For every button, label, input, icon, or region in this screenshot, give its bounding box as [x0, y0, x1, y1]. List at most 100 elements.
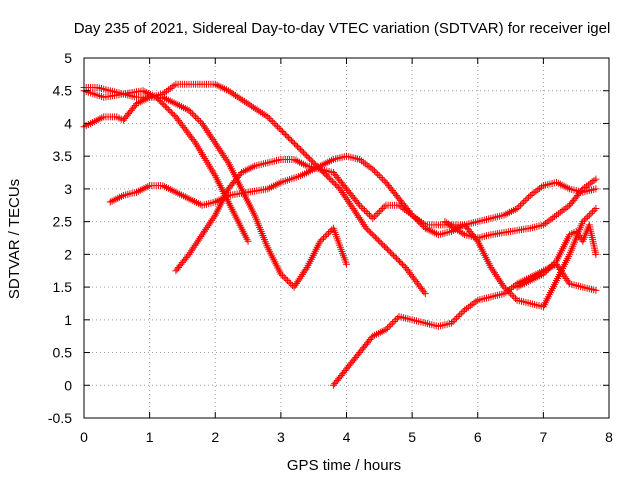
data-point: [185, 106, 204, 126]
data-point: [408, 211, 428, 230]
y-tick-label: 2: [64, 246, 72, 262]
data-point: [224, 170, 244, 193]
data-point: [264, 156, 283, 167]
chart-title: Day 235 of 2021, Sidereal Day-to-day VTE…: [74, 20, 611, 37]
data-point: [349, 205, 369, 230]
series-track-7: [441, 175, 600, 242]
data-point: [198, 213, 218, 239]
data-point: [566, 187, 585, 209]
y-tick-label: 1: [64, 312, 72, 328]
data-point: [500, 281, 519, 298]
data-point: [461, 298, 480, 314]
data-point: [382, 178, 402, 201]
data-point: [211, 139, 231, 165]
data-point: [277, 173, 302, 186]
data-point: [251, 211, 271, 250]
data-point: [343, 260, 350, 268]
axis-ticks: 0 1 2 3 4 5 6 7 8 -0.5 0 0.5 1 1.5 2 2.5 3 3.5 4 4.5 5: [48, 50, 613, 445]
data-point: [244, 237, 252, 245]
data-point: [526, 183, 545, 199]
data-point: [553, 178, 572, 192]
data-point: [192, 139, 218, 178]
data-point: [500, 206, 519, 219]
data-point: [592, 286, 600, 294]
data-point: [539, 213, 559, 229]
data-point: [539, 179, 558, 190]
data-point: [133, 94, 152, 108]
data-point: [513, 278, 532, 291]
series-track-4: [106, 152, 600, 229]
data-point: [172, 252, 192, 275]
data-point: [290, 156, 309, 169]
data-point: [113, 113, 125, 123]
data-point: [172, 113, 198, 145]
data-point: [369, 203, 388, 222]
data-point: [329, 169, 349, 191]
x-tick-label: 8: [605, 429, 613, 445]
data-point: [474, 231, 493, 242]
data-point: [362, 224, 388, 250]
y-tick-label: 4.5: [53, 83, 73, 99]
y-tick-label: 4: [64, 115, 72, 131]
data-point: [526, 271, 545, 284]
data-point: [592, 250, 600, 258]
data-point: [185, 233, 205, 258]
data-point: [579, 206, 598, 226]
data-point: [290, 265, 310, 291]
data-point: [185, 195, 204, 208]
data-point: [382, 314, 401, 334]
data-point: [172, 188, 191, 202]
data-point: [264, 244, 284, 276]
data-point: [277, 126, 303, 152]
data-point: [93, 84, 112, 94]
data-point: [487, 264, 507, 289]
data-point: [329, 224, 350, 266]
data-point: [539, 279, 559, 311]
data-point: [408, 316, 427, 326]
data-point: [553, 203, 572, 219]
data-point: [264, 179, 283, 193]
data-point: [474, 215, 493, 226]
data-point: [356, 156, 375, 172]
data-point: [343, 350, 362, 373]
data-point: [402, 264, 428, 296]
data-point: [592, 185, 600, 193]
data-point: [303, 162, 322, 173]
data-point: [133, 183, 152, 196]
x-tick-label: 1: [146, 429, 154, 445]
data-point: [238, 163, 257, 176]
data-point: [329, 367, 349, 389]
data-point: [119, 102, 139, 124]
data-point: [448, 308, 467, 327]
data-point: [513, 193, 533, 212]
x-axis-label: GPS time / hours: [287, 457, 401, 474]
x-tick-label: 6: [474, 429, 482, 445]
data-point: [264, 113, 283, 132]
data-point: [244, 100, 270, 120]
data-point: [343, 185, 362, 208]
data-point: [579, 177, 598, 193]
y-tick-label: 0: [64, 377, 72, 393]
x-tick-label: 0: [80, 429, 88, 445]
data-point: [159, 93, 178, 107]
data-point: [592, 175, 600, 183]
data-point: [87, 114, 106, 127]
data-point: [566, 229, 578, 239]
series-track-8: [513, 221, 600, 291]
y-tick-label: 3.5: [53, 148, 73, 164]
data-point: [539, 259, 559, 278]
y-tick-label: 5: [64, 50, 72, 66]
data-point: [224, 87, 250, 107]
y-tick-label: 2.5: [53, 214, 73, 230]
data-point: [441, 218, 467, 237]
data-point: [336, 185, 356, 211]
data-point: [487, 212, 506, 222]
data-point: [421, 319, 440, 330]
data-point: [553, 233, 573, 265]
data-point: [513, 296, 532, 307]
data-point: [566, 280, 585, 290]
data-point: [198, 120, 218, 145]
data-point: [474, 294, 493, 304]
y-axis-label: SDTVAR / TECUs: [6, 179, 23, 299]
